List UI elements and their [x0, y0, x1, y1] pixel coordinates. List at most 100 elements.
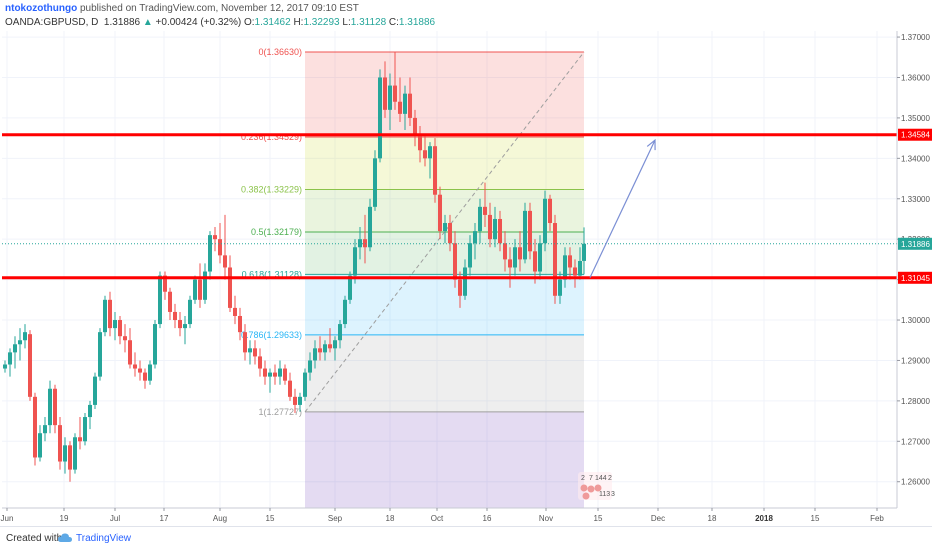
last-price-tag: 1.31886 [901, 240, 930, 249]
candle-body [313, 348, 317, 361]
candle-body [353, 247, 357, 276]
candle-body [213, 235, 217, 240]
candle-body [473, 231, 477, 244]
open-value: 1.31462 [254, 17, 291, 28]
publisher-line: ntokozothungo published on TradingView.c… [5, 3, 359, 14]
candle-body [93, 376, 97, 405]
event-flag-icon[interactable] [587, 485, 595, 493]
candle-body [538, 243, 542, 272]
candle-body [158, 275, 162, 325]
candle-body [63, 445, 67, 462]
candle-body [243, 332, 247, 353]
up-triangle-icon: ▲ [142, 17, 153, 28]
candle-body [183, 324, 187, 329]
candle-body [148, 364, 152, 381]
created-with-text: Created with [6, 533, 63, 544]
candle-body [582, 243, 586, 261]
candle-body [438, 194, 442, 232]
badge-count[interactable]: 2 [581, 475, 585, 482]
fib-retracement[interactable]: 0(1.36630) 0.236(1.34529) 0.382(1.33229) 0.… [241, 47, 584, 508]
last-price: 1.31886 [103, 17, 141, 28]
price-axis-bg [897, 31, 932, 508]
price-tick-label: 1.27000 [901, 437, 930, 446]
time-tick-label: 15 [811, 514, 820, 523]
price-tick-label: 1.26000 [901, 478, 930, 487]
candle-body [393, 85, 397, 102]
fib-level-label: 0.786(1.29633) [241, 330, 302, 340]
level-price-tag-bg [898, 271, 932, 284]
arrow-head[interactable] [646, 138, 656, 151]
time-tick-label: 15 [266, 514, 275, 523]
candle-body [188, 299, 192, 325]
last-price-tag-bg [898, 237, 932, 250]
candle-body [53, 388, 57, 426]
candle-body [523, 210, 527, 260]
candle-body [483, 206, 487, 215]
close-value: 1.31886 [398, 17, 436, 28]
candle-body [333, 340, 337, 349]
event-flag-icon[interactable] [594, 484, 602, 492]
candle-body [223, 255, 227, 268]
chart-header: ntokozothungo published on TradingView.c… [0, 0, 932, 30]
badge-count[interactable]: 2 [608, 475, 612, 482]
projection-arrow[interactable] [589, 138, 656, 278]
event-flag-icon[interactable] [580, 484, 588, 492]
time-tick-label: 17 [160, 514, 169, 523]
close-label: C: [388, 17, 399, 28]
fib-level-label: 0(1.36630) [258, 47, 302, 57]
candle-body [318, 348, 322, 353]
candle-body [323, 344, 327, 353]
candle-body [253, 348, 257, 357]
candle-body [383, 77, 387, 110]
badge-count[interactable]: 113 [599, 491, 610, 498]
tradingview-brand[interactable]: TradingView [76, 533, 132, 544]
tradingview-cloud-icon [58, 533, 72, 542]
high-label: H: [293, 17, 304, 28]
time-axis[interactable]: Jun 19 Jul 17 Aug 15 Sep 18 Oct 16 Nov 15 Dec 18 2018 1… [1, 507, 897, 523]
candle-body [388, 85, 392, 110]
fib-level-label: 0.618(1.31128) [242, 269, 302, 279]
candle-body [288, 380, 292, 397]
horizontal-levels[interactable] [2, 133, 897, 280]
candle-body [88, 404, 92, 418]
time-tick-label: 19 [60, 514, 69, 523]
price-change: +0.00424 (+0.32%) [155, 17, 242, 28]
candles [3, 52, 586, 482]
price-tick-label: 1.36000 [901, 73, 930, 82]
price-tick-label: 1.37000 [901, 33, 930, 42]
candle-body [508, 259, 512, 268]
candle-body [463, 267, 467, 296]
badge-count[interactable]: 144 [595, 475, 607, 482]
time-tick-label: Aug [213, 514, 227, 523]
candle-body [453, 243, 457, 280]
candle-body [368, 206, 372, 248]
badge-count[interactable]: 7 [589, 475, 593, 482]
candle-body [128, 340, 132, 365]
event-flag-icon[interactable] [582, 492, 590, 500]
chart-grid [2, 31, 897, 508]
candle-body [168, 291, 172, 312]
candle-body [283, 368, 287, 381]
candle-body [373, 158, 377, 207]
arrow-shaft[interactable] [589, 139, 656, 278]
candle-body [23, 332, 27, 341]
candle-body [433, 146, 437, 195]
candle-body [363, 239, 367, 248]
time-tick-label: Dec [651, 514, 665, 523]
fib-zone [305, 411, 584, 508]
candle-body [68, 445, 72, 470]
candle-body [278, 368, 282, 377]
badge-count[interactable]: 3 [611, 491, 615, 498]
publisher-username[interactable]: ntokozothungo [5, 3, 78, 14]
time-tick-label: 18 [386, 514, 395, 523]
open-label: O: [243, 17, 255, 28]
candle-body [513, 247, 517, 268]
candle-body [268, 372, 272, 377]
candle-body [558, 279, 562, 296]
candle-body [48, 388, 52, 426]
price-axis[interactable]: 1.26000 1.27000 1.28000 1.29000 1.30000 1.310… [896, 31, 932, 508]
candle-body [518, 247, 522, 260]
candle-body [503, 243, 507, 260]
